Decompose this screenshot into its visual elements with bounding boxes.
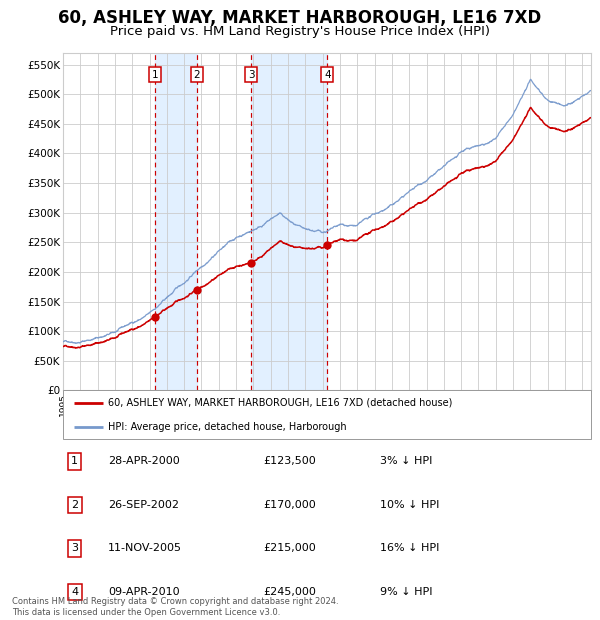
Bar (155, 53, 197, 391)
Text: 60, ASHLEY WAY, MARKET HARBOROUGH, LE16 7XD (detached house): 60, ASHLEY WAY, MARKET HARBOROUGH, LE16 … (108, 397, 452, 408)
Bar (251, 53, 328, 391)
Text: 28-APR-2000: 28-APR-2000 (108, 456, 179, 466)
Text: 60, ASHLEY WAY, MARKET HARBOROUGH, LE16 7XD: 60, ASHLEY WAY, MARKET HARBOROUGH, LE16 … (58, 9, 542, 27)
Text: 1: 1 (152, 69, 158, 79)
Text: £123,500: £123,500 (263, 456, 316, 466)
Text: Contains HM Land Registry data © Crown copyright and database right 2024.
This d: Contains HM Land Registry data © Crown c… (12, 598, 338, 617)
Text: 16% ↓ HPI: 16% ↓ HPI (380, 543, 439, 554)
Text: 4: 4 (71, 587, 78, 597)
Text: £215,000: £215,000 (263, 543, 316, 554)
Text: Price paid vs. HM Land Registry's House Price Index (HPI): Price paid vs. HM Land Registry's House … (110, 25, 490, 38)
Text: 3% ↓ HPI: 3% ↓ HPI (380, 456, 432, 466)
Text: 10% ↓ HPI: 10% ↓ HPI (380, 500, 439, 510)
Text: 3: 3 (248, 69, 254, 79)
Text: HPI: Average price, detached house, Harborough: HPI: Average price, detached house, Harb… (108, 422, 347, 432)
FancyBboxPatch shape (63, 391, 591, 440)
Text: 2: 2 (194, 69, 200, 79)
Text: 09-APR-2010: 09-APR-2010 (108, 587, 179, 597)
Text: £170,000: £170,000 (263, 500, 316, 510)
Text: 3: 3 (71, 543, 78, 554)
Text: 9% ↓ HPI: 9% ↓ HPI (380, 587, 432, 597)
Text: 26-SEP-2002: 26-SEP-2002 (108, 500, 179, 510)
Text: 11-NOV-2005: 11-NOV-2005 (108, 543, 182, 554)
Text: 2: 2 (71, 500, 78, 510)
Text: 1: 1 (71, 456, 78, 466)
Text: £245,000: £245,000 (263, 587, 317, 597)
Text: 4: 4 (324, 69, 331, 79)
